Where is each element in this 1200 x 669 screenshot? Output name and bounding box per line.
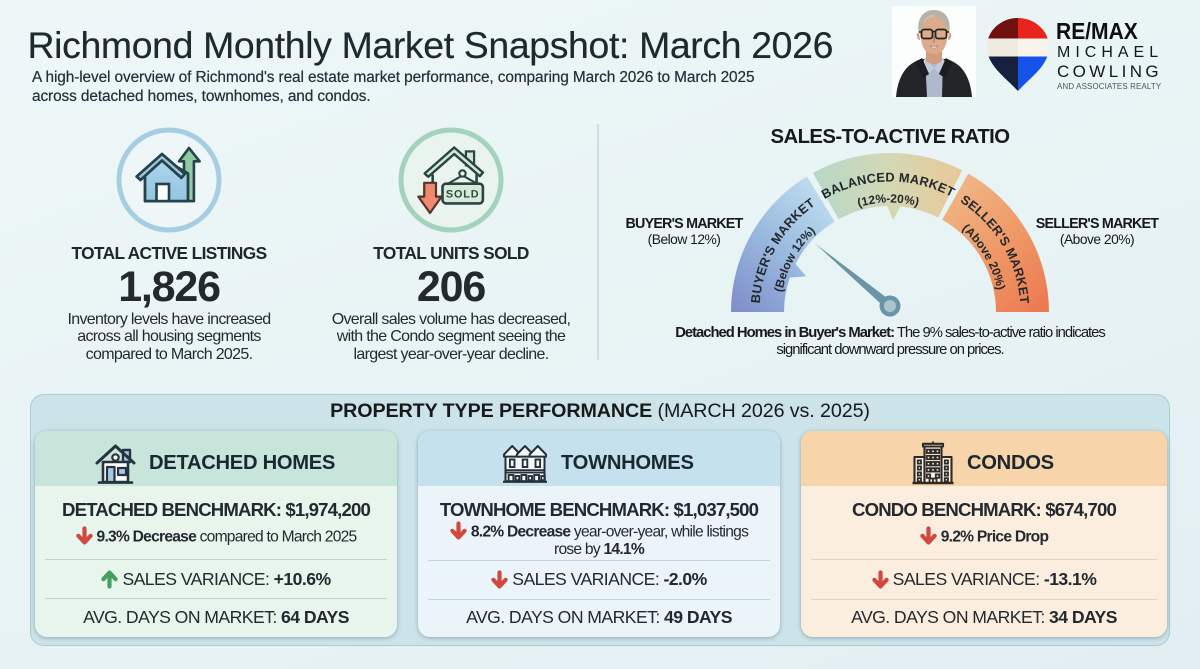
svg-text:SOLD: SOLD <box>446 189 480 201</box>
